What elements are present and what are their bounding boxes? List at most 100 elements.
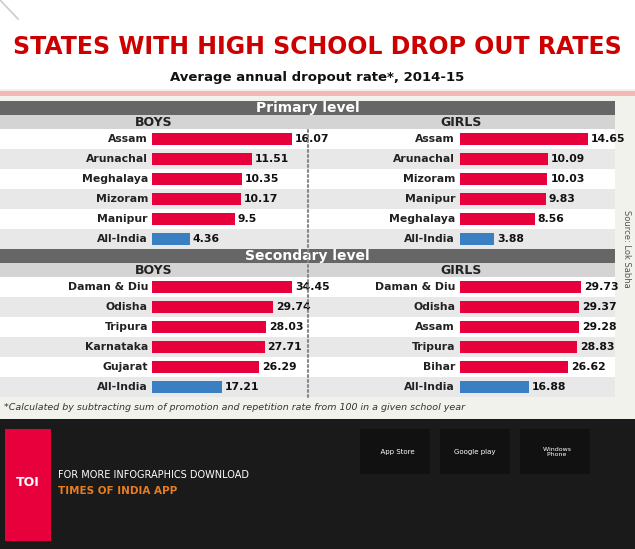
Bar bbox=[0, 357, 308, 377]
Bar bbox=[0, 297, 308, 317]
Text: 9.5: 9.5 bbox=[237, 214, 257, 224]
Bar bbox=[152, 133, 292, 145]
Bar bbox=[308, 189, 615, 209]
Bar bbox=[460, 153, 548, 165]
Text: Odisha: Odisha bbox=[413, 302, 455, 312]
Bar bbox=[308, 149, 615, 169]
Text: 28.03: 28.03 bbox=[269, 322, 304, 332]
Text: 34.45: 34.45 bbox=[295, 282, 330, 292]
Bar bbox=[308, 377, 615, 397]
Text: Daman & Diu: Daman & Diu bbox=[67, 282, 148, 292]
Text: 4.36: 4.36 bbox=[193, 234, 220, 244]
Text: BOYS: BOYS bbox=[135, 115, 173, 128]
Bar bbox=[0, 129, 308, 149]
Text: 29.73: 29.73 bbox=[584, 282, 618, 292]
Text: Primary level: Primary level bbox=[256, 101, 359, 115]
Text: Assam: Assam bbox=[415, 134, 455, 144]
Text: 10.35: 10.35 bbox=[245, 174, 279, 184]
Bar bbox=[460, 381, 528, 393]
Text: Meghalaya: Meghalaya bbox=[82, 174, 148, 184]
Bar bbox=[0, 149, 308, 169]
Bar bbox=[308, 263, 615, 277]
Text: All-India: All-India bbox=[404, 382, 455, 392]
Text: 26.62: 26.62 bbox=[571, 362, 606, 372]
Bar bbox=[460, 133, 587, 145]
Bar bbox=[0, 419, 635, 549]
Bar bbox=[152, 233, 190, 245]
Text: 11.51: 11.51 bbox=[255, 154, 290, 164]
Text: 29.74: 29.74 bbox=[276, 302, 311, 312]
Bar bbox=[308, 277, 615, 297]
Bar bbox=[0, 377, 308, 397]
Bar bbox=[440, 429, 510, 474]
Text: 10.03: 10.03 bbox=[551, 174, 585, 184]
Bar bbox=[308, 115, 615, 129]
Bar bbox=[0, 169, 308, 189]
Text: 10.09: 10.09 bbox=[551, 154, 585, 164]
Bar bbox=[152, 173, 242, 185]
Text: 10.17: 10.17 bbox=[244, 194, 278, 204]
Text: Odisha: Odisha bbox=[106, 302, 148, 312]
Bar bbox=[152, 281, 292, 293]
Text: TIMES OF INDIA APP: TIMES OF INDIA APP bbox=[58, 486, 177, 496]
Bar bbox=[308, 317, 615, 337]
Text: 26.29: 26.29 bbox=[262, 362, 297, 372]
Bar bbox=[308, 129, 615, 149]
Bar bbox=[152, 213, 235, 225]
Text: Average annual dropout rate*, 2014-15: Average annual dropout rate*, 2014-15 bbox=[170, 70, 464, 83]
Bar bbox=[360, 429, 430, 474]
Bar bbox=[0, 209, 308, 229]
Text: Daman & Diu: Daman & Diu bbox=[375, 282, 455, 292]
Bar bbox=[460, 193, 545, 205]
Bar bbox=[460, 173, 547, 185]
Text: Tripura: Tripura bbox=[411, 342, 455, 352]
Text: 14.65: 14.65 bbox=[591, 134, 625, 144]
Text: Secondary level: Secondary level bbox=[245, 249, 370, 263]
Text: *Calculated by subtracting sum of promotion and repetition rate from 100 in a gi: *Calculated by subtracting sum of promot… bbox=[4, 402, 465, 412]
Text: Arunachal: Arunachal bbox=[393, 154, 455, 164]
Text: Arunachal: Arunachal bbox=[86, 154, 148, 164]
Text: Google play: Google play bbox=[454, 449, 496, 455]
Bar bbox=[152, 301, 273, 313]
Text: GIRLS: GIRLS bbox=[441, 264, 482, 277]
Text: GIRLS: GIRLS bbox=[441, 115, 482, 128]
Bar bbox=[308, 357, 615, 377]
Text: Tripura: Tripura bbox=[105, 322, 148, 332]
Text: Mizoram: Mizoram bbox=[403, 174, 455, 184]
Text: Mizoram: Mizoram bbox=[96, 194, 148, 204]
Bar bbox=[152, 341, 265, 353]
Bar bbox=[520, 429, 590, 474]
Text: Bihar: Bihar bbox=[423, 362, 455, 372]
Text: App Store: App Store bbox=[376, 449, 414, 455]
Bar bbox=[0, 229, 308, 249]
Text: 29.28: 29.28 bbox=[582, 322, 617, 332]
Text: All-India: All-India bbox=[97, 382, 148, 392]
Bar bbox=[152, 321, 266, 333]
Bar bbox=[0, 249, 615, 263]
Text: FOR MORE INFOGRAPHICS DOWNLOAD: FOR MORE INFOGRAPHICS DOWNLOAD bbox=[58, 470, 249, 480]
Bar bbox=[0, 91, 635, 96]
Text: STATES WITH HIGH SCHOOL DROP OUT RATES: STATES WITH HIGH SCHOOL DROP OUT RATES bbox=[13, 35, 622, 59]
Bar bbox=[0, 101, 615, 115]
Text: BOYS: BOYS bbox=[135, 264, 173, 277]
Bar bbox=[460, 213, 535, 225]
Bar bbox=[0, 0, 635, 89]
Bar bbox=[0, 263, 308, 277]
Bar bbox=[460, 341, 577, 353]
Text: 27.71: 27.71 bbox=[267, 342, 302, 352]
Bar bbox=[0, 317, 308, 337]
Text: Gujarat: Gujarat bbox=[102, 362, 148, 372]
Bar bbox=[152, 361, 259, 373]
Bar bbox=[460, 321, 579, 333]
Text: 16.88: 16.88 bbox=[531, 382, 566, 392]
Bar bbox=[460, 361, 568, 373]
Text: Source: Lok Sabha: Source: Lok Sabha bbox=[622, 210, 631, 288]
Bar bbox=[308, 297, 615, 317]
Bar bbox=[460, 233, 494, 245]
Text: 28.83: 28.83 bbox=[580, 342, 615, 352]
Text: 16.07: 16.07 bbox=[295, 134, 330, 144]
Text: Assam: Assam bbox=[108, 134, 148, 144]
Text: 3.88: 3.88 bbox=[497, 234, 524, 244]
Bar bbox=[0, 337, 308, 357]
Text: Manipur: Manipur bbox=[404, 194, 455, 204]
